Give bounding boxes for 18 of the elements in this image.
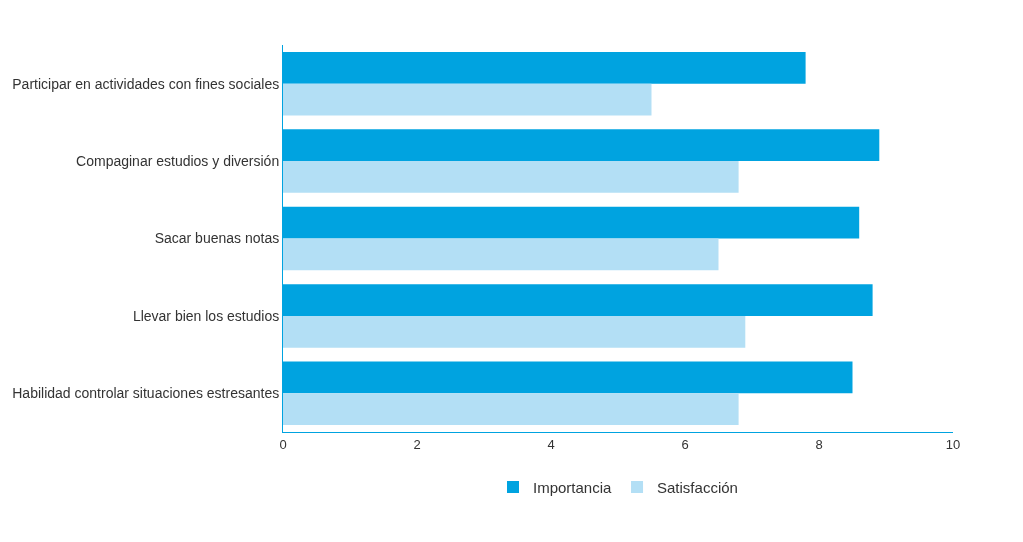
x-tick-label: 4 [547, 436, 555, 452]
legend-label: Importancia [533, 478, 613, 496]
y-tick-label: Llevar bien los estudios [132, 307, 280, 324]
x-tick-label: 6 [681, 436, 689, 452]
x-tick-label: 0 [279, 436, 287, 452]
y-tick-label: Compaginar estudios y diversión [76, 153, 280, 169]
y-tick-label: Participar en actividades con fines sociales [12, 75, 280, 92]
bar [283, 393, 739, 426]
bar [283, 315, 746, 348]
bar [283, 238, 719, 271]
bar [283, 161, 739, 193]
y-tick-label: Habilidad controlar situaciones estresantes [12, 385, 280, 402]
bar [283, 83, 652, 116]
x-tick-label: 8 [815, 436, 823, 452]
legend-label: Satisfacción [657, 478, 738, 496]
x-tick-label: 10 [945, 436, 961, 452]
y-tick-label: Sacar buenas notas [154, 230, 280, 247]
x-tick-label: 2 [413, 436, 421, 452]
